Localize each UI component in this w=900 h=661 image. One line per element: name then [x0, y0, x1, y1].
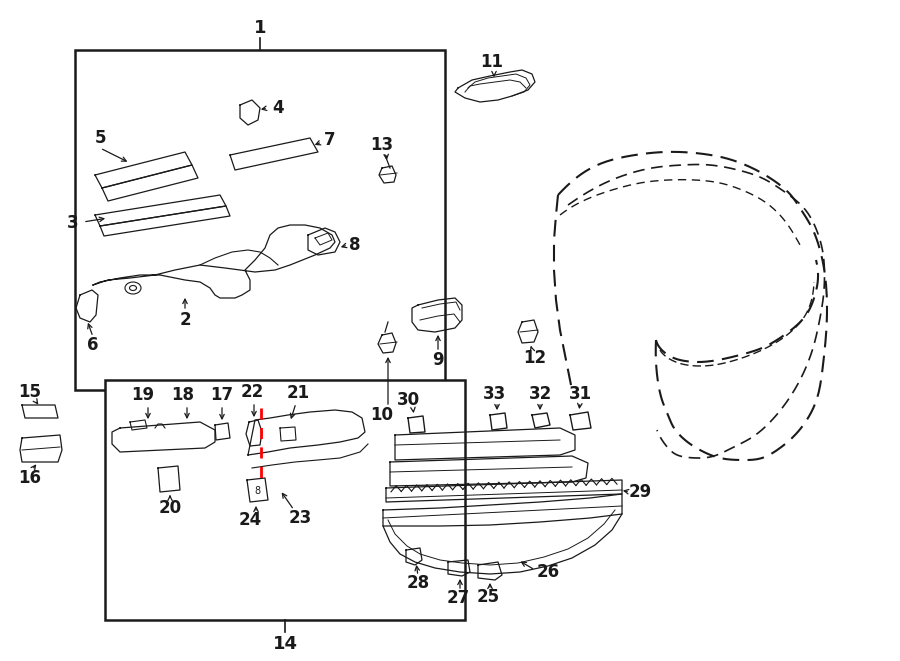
Text: 19: 19 — [131, 386, 155, 404]
Text: 28: 28 — [407, 574, 429, 592]
Text: 9: 9 — [432, 351, 444, 369]
Text: 12: 12 — [524, 349, 546, 367]
Text: 8: 8 — [254, 486, 260, 496]
Text: 17: 17 — [211, 386, 234, 404]
Text: 15: 15 — [19, 383, 41, 401]
Text: 5: 5 — [94, 129, 106, 147]
Text: 8: 8 — [349, 236, 361, 254]
Text: 23: 23 — [288, 509, 311, 527]
Text: 14: 14 — [273, 635, 298, 653]
Text: 32: 32 — [528, 385, 552, 403]
Text: 7: 7 — [324, 131, 336, 149]
Text: 29: 29 — [628, 483, 652, 501]
Text: 11: 11 — [481, 53, 503, 71]
Text: 26: 26 — [536, 563, 560, 581]
Text: 1: 1 — [254, 19, 266, 37]
Text: 27: 27 — [446, 589, 470, 607]
Text: 16: 16 — [19, 469, 41, 487]
Text: 2: 2 — [179, 311, 191, 329]
Text: 25: 25 — [476, 588, 500, 606]
Text: 22: 22 — [240, 383, 264, 401]
Text: 24: 24 — [238, 511, 262, 529]
Text: 31: 31 — [569, 385, 591, 403]
Text: 13: 13 — [371, 136, 393, 154]
Text: 4: 4 — [272, 99, 284, 117]
Text: 3: 3 — [68, 214, 79, 232]
Text: 18: 18 — [172, 386, 194, 404]
Text: 33: 33 — [483, 385, 507, 403]
Text: 6: 6 — [87, 336, 99, 354]
Text: 10: 10 — [371, 406, 393, 424]
Text: 21: 21 — [286, 384, 310, 402]
Bar — [75, 50, 445, 390]
Text: 30: 30 — [396, 391, 419, 409]
Bar — [105, 380, 465, 620]
Text: 20: 20 — [158, 499, 182, 517]
